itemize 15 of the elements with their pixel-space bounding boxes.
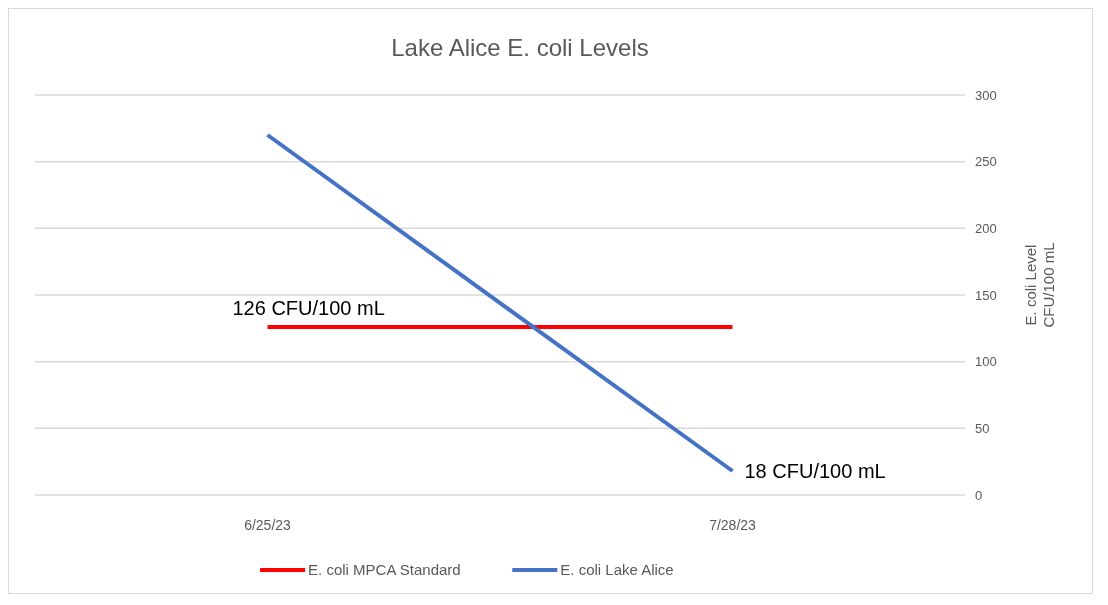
data-label: 126 CFU/100 mL <box>232 297 385 319</box>
y-tick-label: 150 <box>975 287 997 303</box>
y-tick-label: 250 <box>975 154 997 170</box>
legend-label: E. coli Lake Alice <box>560 561 674 579</box>
y-tick-label: 50 <box>975 420 990 436</box>
y-axis-title: E. coli Level CFU/100 mL <box>1022 242 1057 328</box>
data-label: 18 CFU/100 mL <box>744 460 886 482</box>
y-tick-label: 0 <box>975 487 983 503</box>
y-tick-label: 100 <box>975 354 997 370</box>
chart-title: Lake Alice E. coli Levels <box>391 34 649 61</box>
x-tick-label: 6/25/23 <box>244 517 292 533</box>
legend-label: E. coli MPCA Standard <box>308 561 461 579</box>
y-tick-label: 200 <box>975 220 997 236</box>
y-tick-label: 300 <box>975 87 997 103</box>
x-tick-label: 7/28/23 <box>709 517 757 533</box>
